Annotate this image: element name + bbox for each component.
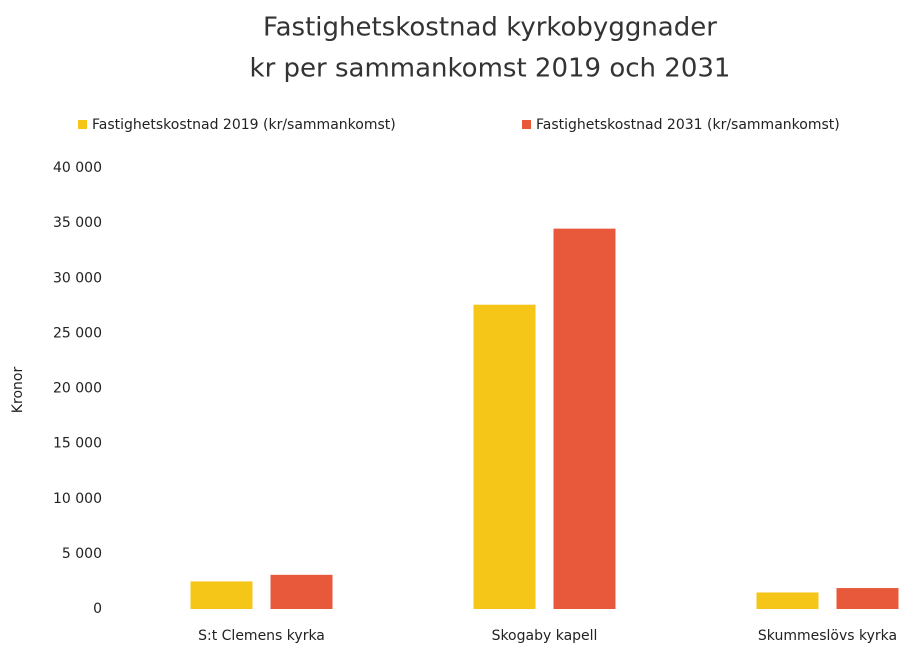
y-tick-label: 35 000 <box>53 215 102 231</box>
x-tick-label: S:t Clemens kyrka <box>198 628 325 644</box>
legend-swatch <box>78 120 87 129</box>
x-tick-label: Skogaby kapell <box>492 628 598 644</box>
x-tick-label: Skummeslövs kyrka <box>758 628 897 644</box>
chart-title: Fastighetskostnad kyrkobyggnader <box>263 13 717 43</box>
y-tick-label: 15 000 <box>53 436 102 452</box>
legend-label: Fastighetskostnad 2031 (kr/sammankomst) <box>536 117 840 133</box>
chart-subtitle: kr per sammankomst 2019 och 2031 <box>250 54 731 84</box>
y-tick-label: 5 000 <box>62 546 102 562</box>
bar <box>553 228 616 609</box>
legend-label: Fastighetskostnad 2019 (kr/sammankomst) <box>92 117 396 133</box>
y-tick-label: 25 000 <box>53 325 102 341</box>
y-tick-label: 30 000 <box>53 270 102 286</box>
bar <box>836 588 899 609</box>
bar <box>473 304 536 609</box>
bar <box>756 592 819 609</box>
bar <box>190 581 253 609</box>
y-tick-label: 0 <box>93 601 102 617</box>
y-axis-label: Kronor <box>10 367 26 414</box>
y-tick-label: 20 000 <box>53 381 102 397</box>
y-tick-label: 40 000 <box>53 160 102 176</box>
y-tick-label: 10 000 <box>53 491 102 507</box>
legend-swatch <box>522 120 531 129</box>
bar <box>270 574 333 609</box>
